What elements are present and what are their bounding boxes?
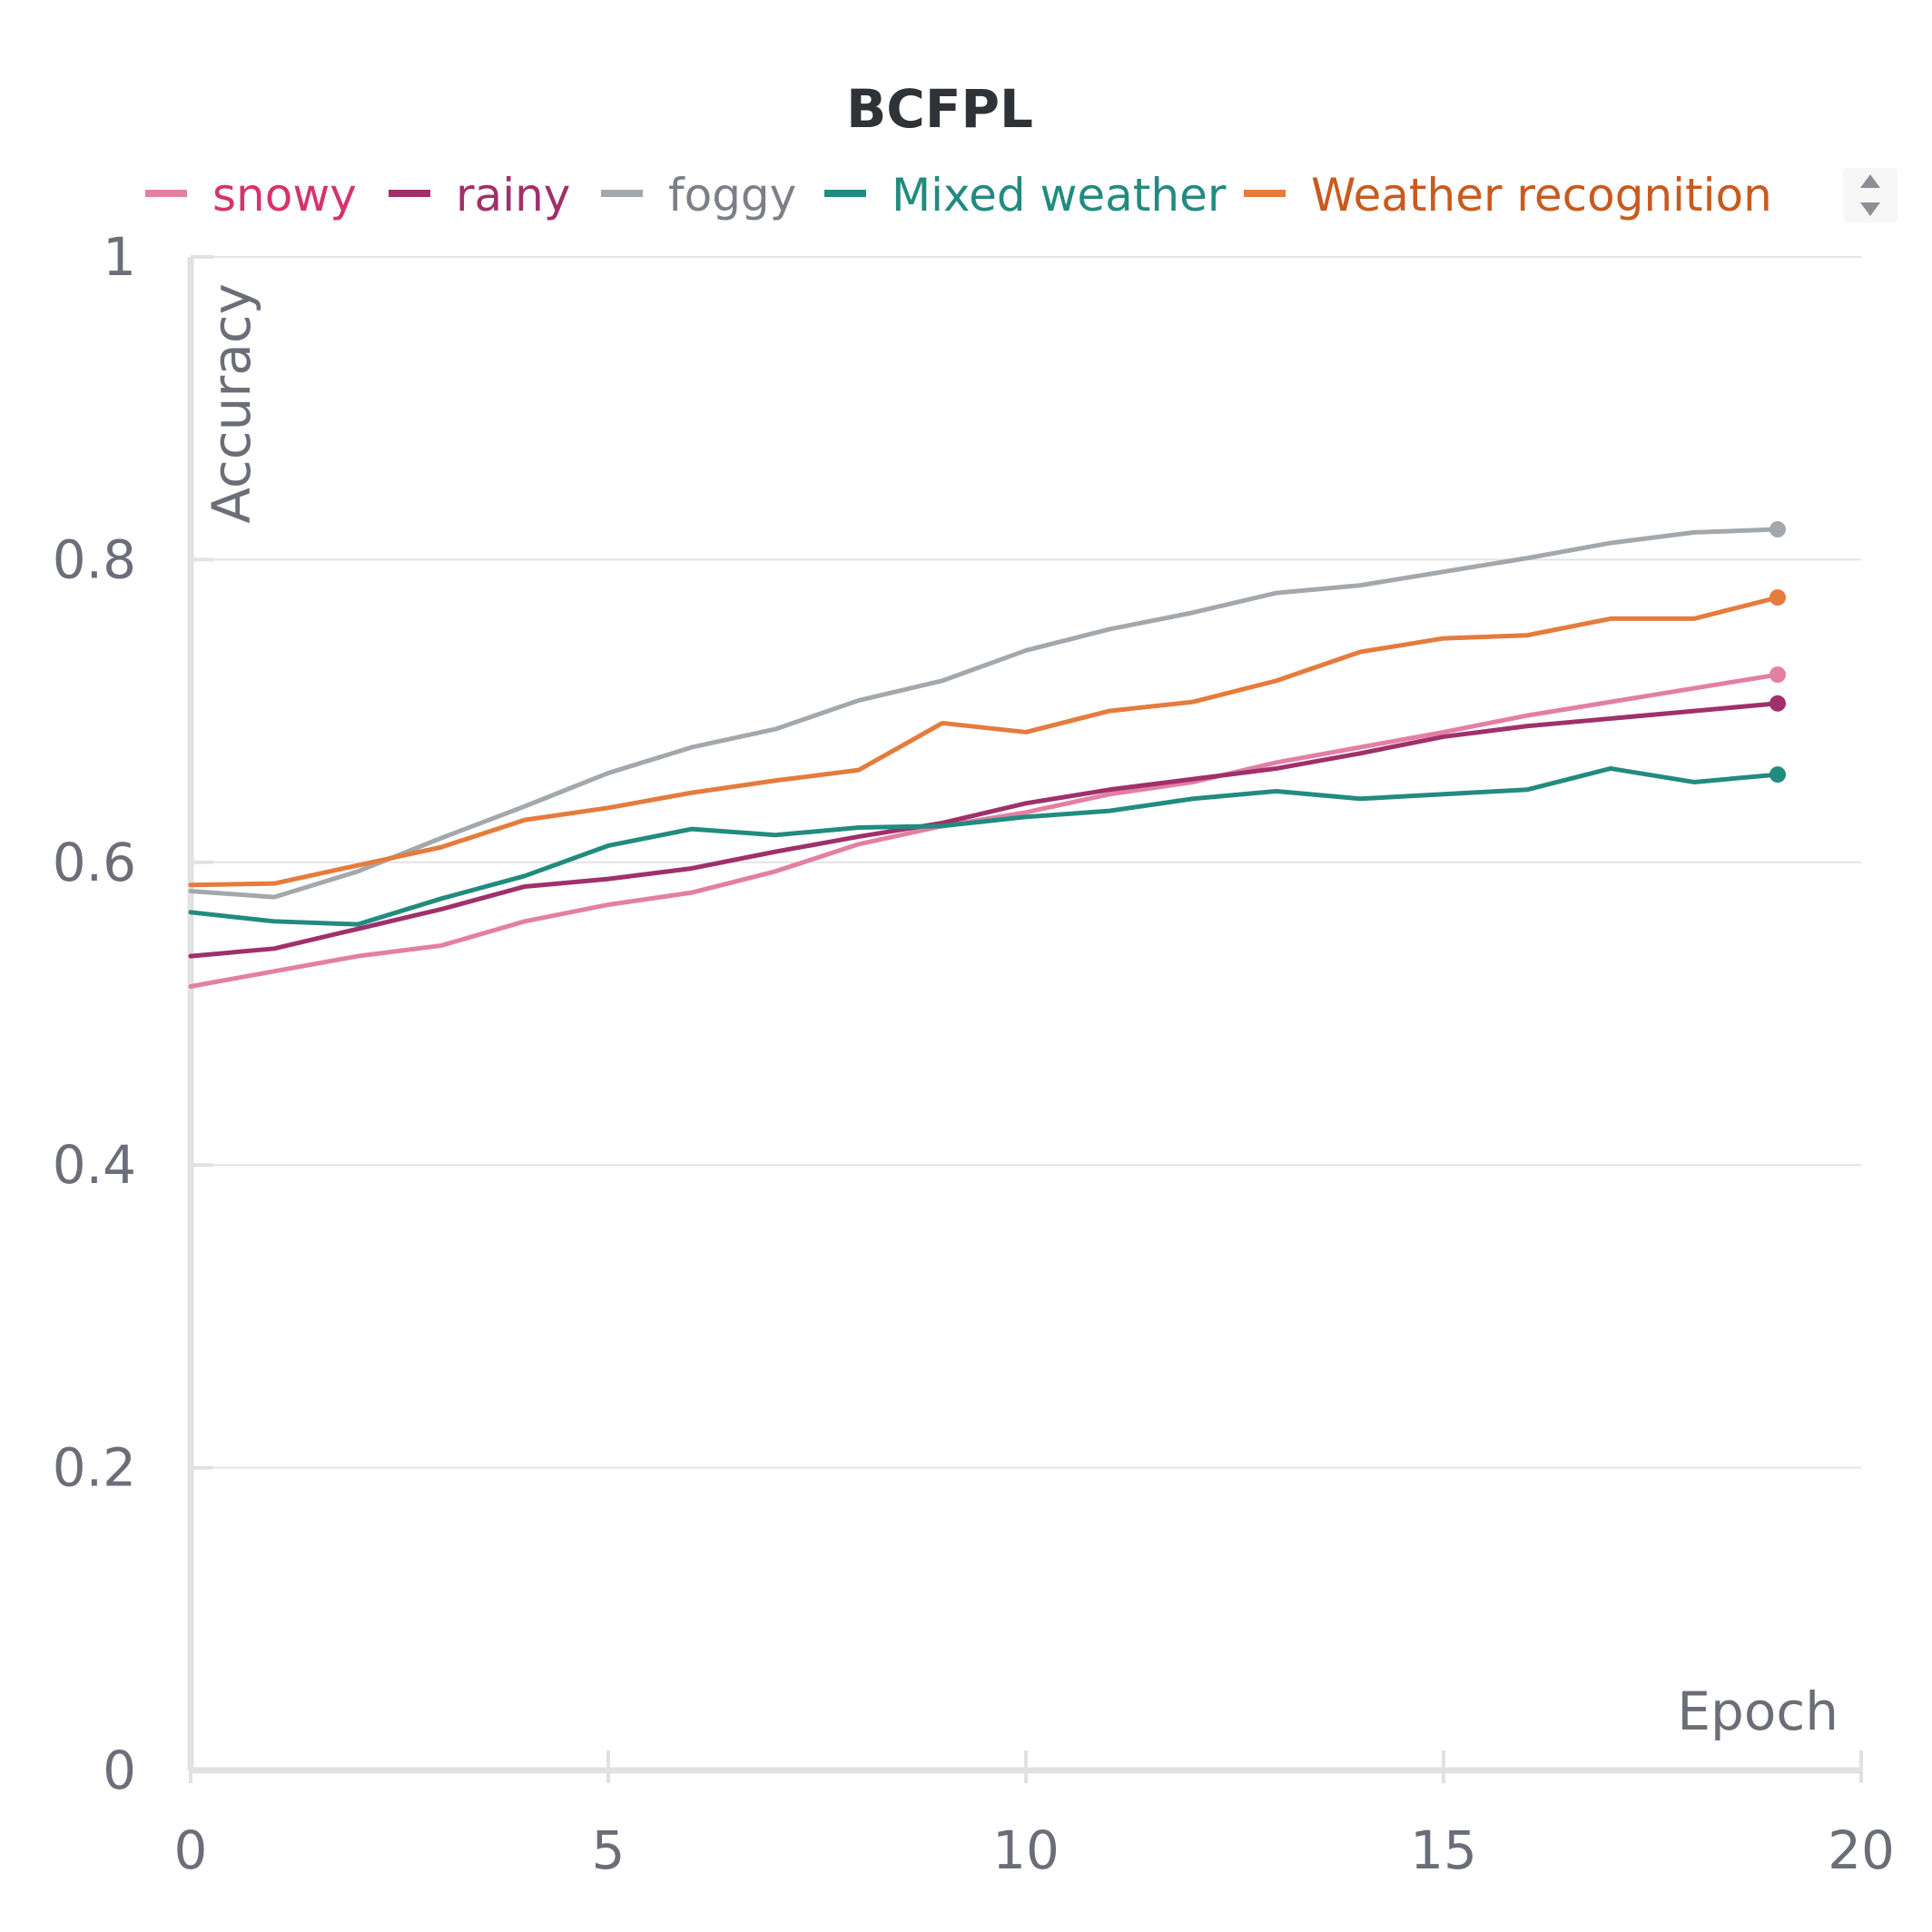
x-tick-label: 5 (592, 1819, 626, 1881)
series-line-foggy (188, 527, 1780, 900)
series-line-rainy (188, 701, 1780, 959)
legend-item-mixed-weather[interactable]: Mixed weather (824, 169, 1227, 222)
legend-label: snowy (212, 169, 357, 222)
x-tick-label: 0 (174, 1819, 208, 1881)
x-tick-label: 10 (992, 1819, 1060, 1881)
x-tick-label: 20 (1828, 1819, 1895, 1881)
series-line-weather-recognition (188, 595, 1780, 888)
series-end-point-snowy (1769, 666, 1786, 684)
gridlines (191, 256, 1861, 1469)
legend: snowy rainy foggy Mixed weather Weather reco… (145, 169, 1772, 222)
legend-label: Weather recognition (1311, 169, 1772, 222)
legend-label: Mixed weather (892, 169, 1227, 222)
series-end-point-rainy (1769, 695, 1786, 712)
y-tick-label: 0.6 (53, 832, 136, 893)
x-tick-label: 15 (1410, 1819, 1477, 1881)
legend-item-rainy[interactable]: rainy (389, 169, 570, 222)
x-axis-label: Epoch (1677, 1681, 1838, 1742)
legend-label: rainy (456, 169, 570, 222)
series-line-snowy (188, 672, 1780, 989)
y-tick-label: 0 (103, 1740, 136, 1801)
axes (187, 257, 1861, 1774)
series-end-point-weather-recognition (1769, 589, 1786, 606)
legend-label: foggy (668, 169, 796, 222)
y-tick-label: 1 (103, 226, 136, 288)
y-tick-label: 0.8 (53, 528, 136, 590)
y-axis-label: Accuracy (201, 283, 262, 524)
legend-item-weather-recognition[interactable]: Weather recognition (1244, 169, 1772, 222)
y-tick-label: 0.2 (53, 1437, 136, 1499)
up-down-arrows-icon (1860, 174, 1880, 216)
series-lines (188, 521, 1786, 989)
x-axis-ticks: 0 5 10 15 20 (174, 1750, 1895, 1881)
series-end-point-mixed-weather (1769, 766, 1786, 784)
y-axis-ticks: 0 0.2 0.4 0.6 0.8 1 (53, 226, 213, 1801)
chart-title: BCFPL (846, 78, 1033, 140)
y-tick-label: 0.4 (53, 1134, 136, 1196)
legend-item-snowy[interactable]: snowy (145, 169, 357, 222)
legend-item-foggy[interactable]: foggy (601, 169, 796, 222)
legend-scroll-control[interactable] (1843, 168, 1898, 222)
series-line-mixed-weather (188, 765, 1780, 927)
series-end-point-foggy (1769, 521, 1786, 538)
